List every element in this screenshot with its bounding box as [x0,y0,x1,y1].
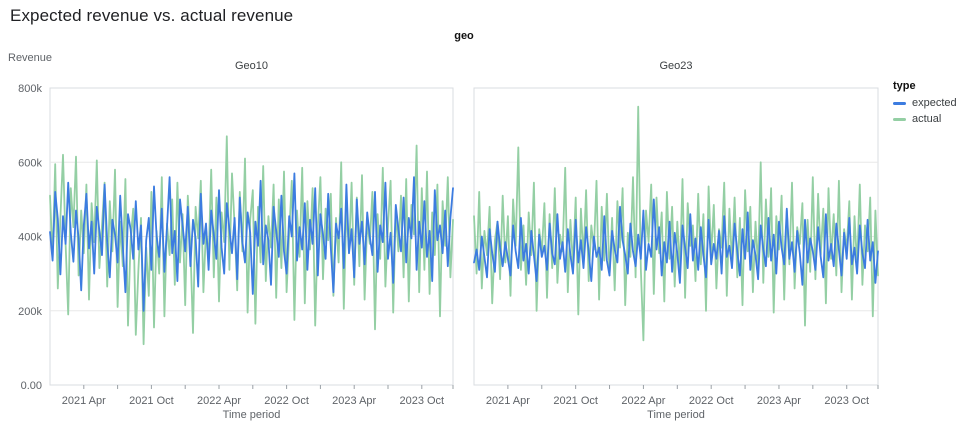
geo10-expected-line[interactable] [49,172,454,312]
actual-series-swatch [893,117,906,121]
x-tick-label: 2022 Oct [264,395,309,407]
facet-title: Geo10 [235,60,268,72]
faceted-line-chart[interactable]: Geo10 0.00 200k 400k 600k 800k 2021 Apr 2021 Oc… [0,55,890,424]
chart-title: Expected revenue vs. actual revenue [10,6,294,25]
x-tick-label: 2022 Apr [621,395,665,407]
geo23-actual-line[interactable] [473,105,879,342]
y-tick-label: 800k [18,83,42,95]
x-tick-label: 2023 Apr [332,395,376,407]
legend: type expected actual [893,80,957,129]
x-tick-label: 2022 Apr [197,395,241,407]
legend-item-expected[interactable]: expected [893,97,957,109]
x-axis-title: Time period [647,409,705,421]
facet-dimension-label: geo [454,30,474,42]
geo23-expected-line[interactable] [473,198,879,286]
legend-item-actual[interactable]: actual [893,113,957,125]
x-tick-label: 2021 Apr [486,395,530,407]
y-axis-title: Revenue [8,52,53,64]
x-tick-label: 2023 Oct [824,395,869,407]
x-tick-label: 2023 Apr [757,395,801,407]
y-tick-label: 400k [18,232,42,244]
x-tick-label: 2021 Apr [62,395,106,407]
y-tick-label: 200k [18,306,42,318]
x-tick-label: 2022 Oct [689,395,734,407]
x-tick-label: 2021 Oct [553,395,598,407]
legend-item-label: expected [912,97,957,109]
legend-title: type [893,80,916,92]
expected-series-swatch [893,101,906,105]
geo10-actual-line[interactable] [49,135,454,346]
x-axis-title: Time period [223,409,281,421]
y-tick-label: 600k [18,157,42,169]
y-tick-label: 0.00 [21,380,42,392]
legend-item-label: actual [912,113,942,125]
x-tick-label: 2021 Oct [129,395,174,407]
x-tick-label: 2023 Oct [399,395,444,407]
facet-title: Geo23 [659,60,692,72]
